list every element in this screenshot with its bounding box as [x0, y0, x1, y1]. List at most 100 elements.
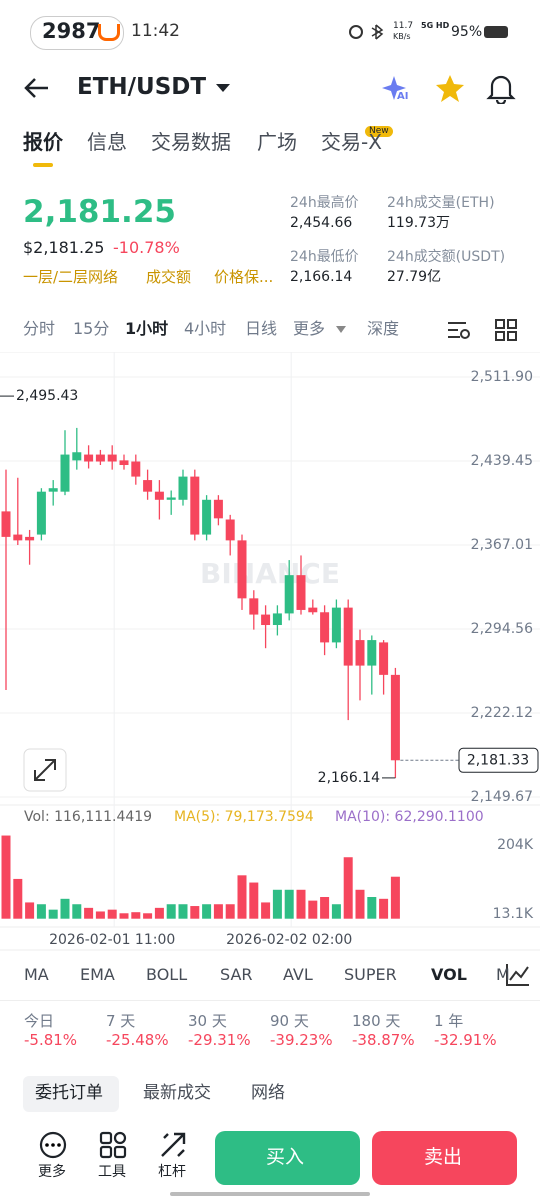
indicator[interactable]: VOL [431, 965, 467, 984]
period-change: -38.87% [352, 1031, 415, 1049]
tab[interactable]: 交易-X [321, 130, 382, 154]
volume-bar [225, 904, 235, 919]
category-tag[interactable]: 成交额 [146, 268, 192, 286]
clock: 11:42 [131, 21, 180, 41]
tool-label[interactable]: 杠杆 [158, 1164, 186, 1180]
indicator[interactable]: SAR [220, 965, 253, 984]
indicator[interactable]: M [496, 965, 510, 984]
tab[interactable]: 信息 [87, 130, 127, 154]
period-label: 今日 [24, 1012, 55, 1030]
more-dropdown[interactable] [335, 325, 347, 335]
battery: 95% [451, 24, 483, 40]
tab-underline [33, 163, 53, 167]
last-price-label: 2,181.33 [467, 752, 529, 768]
volume-bar [237, 875, 247, 919]
ai-icon[interactable] [380, 72, 414, 106]
tab[interactable]: 交易数据 [151, 130, 231, 154]
volume-tick-label: 13.1K [493, 906, 534, 922]
volume-bar [272, 889, 282, 919]
tools-icon[interactable] [98, 1130, 128, 1160]
interval[interactable]: 4小时 [184, 319, 227, 338]
order-tab-active-bg [23, 1076, 119, 1112]
indicator-chart-icon[interactable] [504, 962, 530, 988]
buy-button[interactable] [215, 1131, 360, 1185]
expand-button[interactable] [23, 748, 67, 792]
candle-body [60, 454, 70, 492]
y-tick-label: 2,222.12 [471, 705, 533, 721]
order-tab[interactable]: 委托订单 [35, 1083, 103, 1103]
battery-icon [484, 26, 508, 38]
pair-title[interactable]: ETH/USDT [77, 74, 207, 100]
indicator-settings[interactable] [446, 318, 472, 342]
order-tab[interactable]: 最新成交 [143, 1083, 211, 1103]
leverage-icon[interactable] [158, 1130, 188, 1160]
volume-bar [202, 904, 212, 919]
network: 5G HD [421, 21, 450, 30]
indicator[interactable]: SUPER [344, 965, 397, 984]
sell-button[interactable] [372, 1131, 517, 1185]
more-icon[interactable] [38, 1130, 68, 1160]
buy-label[interactable]: 买入 [266, 1146, 305, 1168]
interval[interactable]: 更多 [293, 319, 326, 338]
candle-body [261, 614, 271, 626]
volume-bar [284, 889, 294, 919]
category-tag[interactable]: 一层/二层网络 [23, 268, 119, 286]
tool-label[interactable]: 更多 [38, 1164, 66, 1180]
layout-grid[interactable] [494, 318, 518, 342]
volume-bar [190, 906, 200, 919]
candle-body [249, 598, 259, 615]
y-tick-label: 2,367.01 [471, 537, 533, 553]
indicator[interactable]: EMA [80, 965, 115, 984]
indicator[interactable]: AVL [283, 965, 313, 984]
watermark: BINANCE [200, 557, 340, 590]
indicator[interactable]: MA [24, 965, 49, 984]
volume-bar [48, 909, 58, 919]
tool-label[interactable]: 工具 [98, 1164, 126, 1180]
low-label: 2,166.14 [318, 770, 380, 786]
candle-body [296, 575, 306, 610]
interval[interactable]: 日线 [245, 319, 278, 338]
y-tick-label: 2,149.67 [471, 789, 533, 805]
bell[interactable] [486, 72, 516, 104]
pair-dropdown[interactable] [215, 82, 231, 94]
volume-bar [84, 907, 94, 919]
indicator[interactable]: BOLL [146, 965, 188, 984]
last-price: 2,181.25 [23, 194, 176, 230]
x-tick-label: 2026-02-02 02:00 [226, 932, 352, 948]
interval[interactable]: 深度 [367, 319, 400, 338]
interval[interactable]: 1小时 [125, 319, 169, 338]
period-label: 180 天 [352, 1012, 401, 1030]
candle-body [343, 607, 353, 666]
candle-body [84, 454, 94, 462]
volume-bar [143, 913, 153, 919]
volume-bar [166, 904, 176, 919]
volume-tick-label: 204K [497, 837, 534, 853]
sell-label[interactable]: 卖出 [424, 1146, 463, 1168]
candle-body [13, 534, 23, 541]
volume-bar [390, 876, 400, 919]
volume-bar [296, 889, 306, 919]
candle-body [25, 536, 35, 541]
stat-label: 24h成交额(USDT) [387, 249, 506, 265]
stat-label: 24h成交量(ETH) [387, 195, 495, 211]
interval[interactable]: 15分 [73, 319, 110, 338]
volume-bar [308, 900, 318, 919]
badge-box [30, 16, 124, 50]
home-indicator [170, 1192, 370, 1196]
volume-bar [154, 907, 164, 919]
order-tab[interactable]: 网络 [251, 1083, 285, 1103]
favorite-star[interactable] [434, 73, 466, 103]
back-button[interactable] [22, 74, 52, 102]
period-change: -29.31% [188, 1031, 251, 1049]
interval[interactable]: 分时 [23, 319, 56, 338]
volume-bar [13, 878, 23, 919]
candle-body [237, 540, 247, 599]
kline-chart: BINANCE 2,149.67 2,222.12 2,294.56 2,367.01 2… [0, 352, 540, 951]
tab[interactable]: 广场 [257, 130, 297, 154]
period-change: -25.48% [106, 1031, 169, 1049]
volume-bar [213, 904, 223, 919]
tab[interactable]: 报价 [23, 130, 63, 154]
candle-body [154, 491, 164, 500]
category-tag[interactable]: 价格保... [214, 268, 274, 286]
candle-body [143, 480, 153, 492]
